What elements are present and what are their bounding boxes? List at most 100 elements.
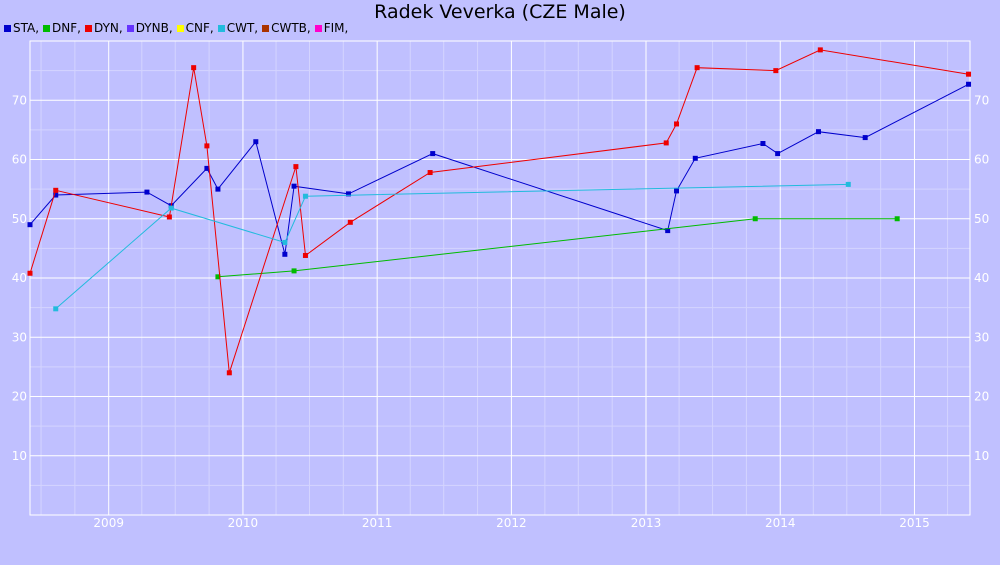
- series-dyn: [27, 47, 972, 376]
- data-point-dnf: [291, 268, 297, 274]
- data-point-sta: [775, 151, 781, 157]
- series-line-sta: [29, 83, 969, 255]
- data-point-sta: [760, 141, 766, 147]
- data-point-sta: [204, 165, 210, 171]
- y-tick-label-left: 50: [12, 212, 27, 226]
- y-tick-label-right: 10: [974, 449, 989, 463]
- data-point-sta: [282, 251, 288, 257]
- x-tick-label: 2013: [631, 516, 662, 530]
- legend-label: CWTB,: [271, 21, 311, 35]
- data-point-sta: [862, 135, 868, 141]
- legend-label: DYNB,: [135, 21, 173, 35]
- data-point-dyn: [674, 121, 680, 127]
- data-point-dyn: [302, 252, 308, 258]
- data-point-dyn: [53, 187, 59, 193]
- series-cwt: [53, 181, 851, 312]
- x-tick-label: 2011: [362, 516, 393, 530]
- legend-swatch: [43, 24, 51, 32]
- data-point-sta: [215, 186, 221, 192]
- data-point-dyn: [191, 65, 197, 71]
- data-point-dyn: [226, 370, 232, 376]
- legend-swatch: [262, 24, 270, 32]
- data-point-dnf: [752, 216, 758, 222]
- x-tick-label: 2012: [496, 516, 527, 530]
- data-point-dyn: [293, 164, 299, 170]
- legend-swatch: [126, 24, 134, 32]
- data-point-dyn: [966, 71, 972, 77]
- legend-swatch: [176, 24, 184, 32]
- data-point-cwt: [53, 306, 59, 312]
- legend-label: DYN,: [93, 21, 123, 35]
- series-line-dnf: [217, 218, 898, 278]
- legend-item: CWT,: [217, 21, 259, 35]
- legend-label: DNF,: [52, 21, 81, 35]
- x-tick-label: 2009: [93, 516, 124, 530]
- y-tick-label-right: 50: [974, 212, 989, 226]
- data-point-sta: [692, 155, 698, 161]
- data-point-sta: [27, 222, 33, 228]
- axes: 2009 2010 2011 2012 2013 2014 2015 10 10 20 20 30 30…: [12, 40, 989, 530]
- legend-item: FIM,: [314, 21, 349, 35]
- data-point-sta: [144, 189, 150, 195]
- data-point-dyn: [204, 143, 210, 149]
- data-point-dyn: [427, 170, 433, 176]
- y-tick-label-right: 30: [974, 330, 989, 344]
- data-point-sta: [966, 81, 972, 87]
- data-point-cwt: [168, 205, 174, 211]
- data-point-sta: [430, 151, 436, 157]
- y-tick-label-right: 20: [974, 390, 989, 404]
- y-tick-label-right: 60: [974, 153, 989, 167]
- y-tick-label-left: 10: [12, 449, 27, 463]
- legend-swatch: [314, 24, 322, 32]
- series-line-dyn: [29, 49, 969, 373]
- series-sta: [27, 81, 972, 257]
- data-point-dnf: [215, 274, 221, 280]
- y-tick-label-left: 20: [12, 390, 27, 404]
- data-point-dyn: [817, 47, 823, 53]
- y-tick-label-left: 40: [12, 271, 27, 285]
- data-point-sta: [53, 192, 59, 198]
- data-point-sta: [291, 183, 297, 189]
- legend-swatch: [4, 24, 11, 32]
- legend-label: CWT,: [226, 21, 259, 35]
- legend-label: FIM,: [323, 21, 349, 35]
- data-point-cwt: [845, 181, 851, 187]
- y-tick-label-left: 70: [12, 93, 27, 107]
- legend-item: STA,: [4, 21, 39, 35]
- data-point-dyn: [27, 270, 33, 276]
- legend-item: DYNB,: [126, 21, 173, 35]
- y-tick-label-right: 70: [974, 93, 989, 107]
- data-point-cwt: [302, 193, 308, 199]
- data-point-sta: [674, 188, 680, 194]
- series-dnf: [215, 216, 900, 280]
- data-point-dyn: [166, 214, 172, 220]
- x-tick-label: 2014: [765, 516, 796, 530]
- data-point-sta: [815, 129, 821, 135]
- grid: [30, 41, 970, 515]
- plot-border: [29, 40, 971, 516]
- x-tick-label: 2015: [899, 516, 930, 530]
- legend-item: DYN,: [84, 21, 123, 35]
- x-tick-label: 2010: [228, 516, 259, 530]
- data-point-sta: [665, 228, 671, 234]
- y-tick-label-right: 40: [974, 271, 989, 285]
- legend-item: CWTB,: [262, 21, 311, 35]
- series-line-cwt: [55, 183, 849, 310]
- y-tick-label-left: 60: [12, 153, 27, 167]
- data-point-dyn: [773, 68, 779, 74]
- data-point-dyn: [663, 140, 669, 146]
- data-point-sta: [345, 191, 351, 197]
- legend-item: DNF,: [43, 21, 81, 35]
- data-point-sta: [253, 139, 259, 145]
- data-point-dyn: [347, 219, 353, 225]
- data-point-dnf: [894, 216, 900, 222]
- legend-label: STA,: [13, 21, 40, 35]
- legend-item: CNF,: [176, 21, 214, 35]
- y-tick-label-left: 30: [12, 330, 27, 344]
- legend-label: CNF,: [185, 21, 214, 35]
- legend-swatch: [217, 24, 225, 32]
- data-point-dyn: [694, 65, 700, 71]
- legend-swatch: [84, 24, 92, 32]
- data-point-cwt: [282, 239, 288, 245]
- legend: STA, DNF, DYN, DYNB, CNF, CWT, CWTB, FIM,: [4, 20, 352, 36]
